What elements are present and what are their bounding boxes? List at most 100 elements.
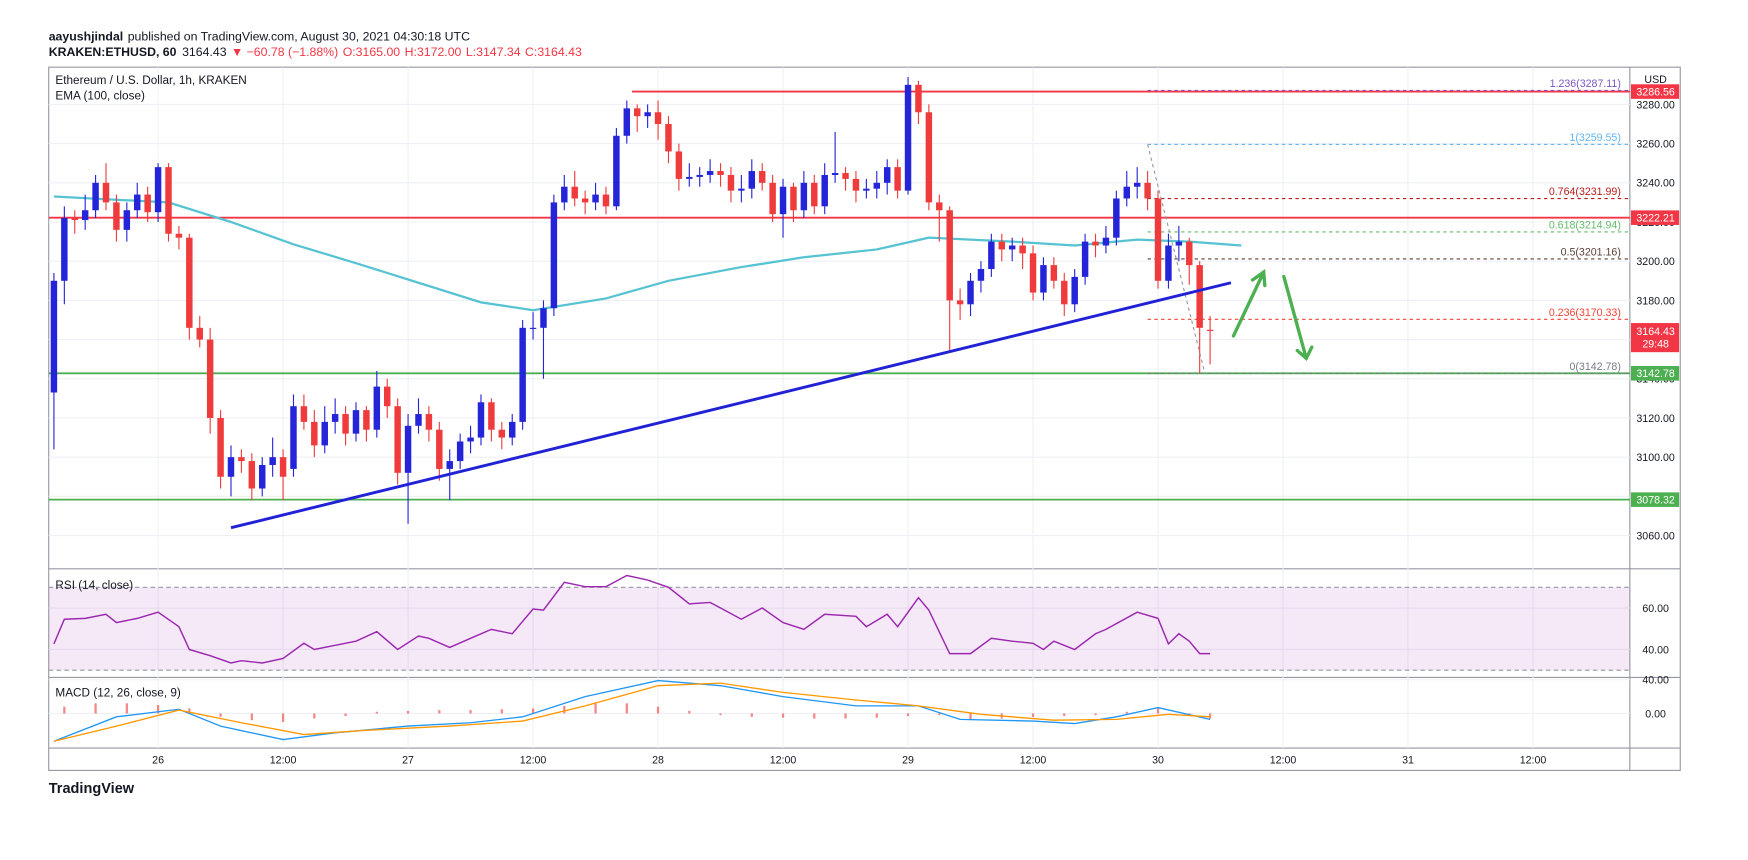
fib-label: 1.236(3287.11) — [1550, 78, 1621, 90]
candle-body — [644, 112, 651, 117]
ohlc: C:3164.43 — [525, 45, 582, 59]
candle-body — [1040, 265, 1047, 293]
candle-body — [790, 186, 797, 211]
macd-histogram-bar — [156, 705, 160, 714]
candle-body — [1196, 265, 1203, 328]
macd-histogram-bar — [906, 713, 910, 716]
y-tick-label: 3200.00 — [1636, 256, 1674, 268]
candle-body — [279, 457, 287, 477]
macd-histogram-bar — [688, 710, 691, 714]
candle-body — [300, 406, 308, 422]
candle-body — [654, 112, 662, 125]
y-tick-label: 40.00 — [1642, 675, 1669, 687]
candle-body — [706, 171, 714, 175]
x-tick-label: 26 — [152, 755, 164, 767]
candle-body — [175, 233, 183, 238]
candle-body — [894, 167, 901, 191]
level-tag-label: 3286.56 — [1636, 86, 1674, 98]
candle-body — [540, 308, 547, 328]
x-tick-label: 30 — [1152, 755, 1164, 767]
candle-body — [571, 186, 578, 199]
macd-histogram-bar — [875, 713, 878, 718]
quote-line: KRAKEN:ETHUSD, 60 3164.43 ▼ −60.78 (−1.88%… — [49, 45, 582, 59]
candle-body — [800, 182, 808, 211]
candle-body — [384, 386, 391, 407]
candle-body — [696, 174, 703, 177]
candle-body — [581, 198, 589, 203]
candle-body — [373, 386, 381, 430]
macd-histogram-bar — [531, 708, 535, 714]
candle-body — [508, 421, 516, 438]
published: published on TradingView.com, August 30,… — [128, 29, 470, 43]
x-tick-label: 27 — [402, 755, 414, 767]
candle-body — [1092, 241, 1099, 246]
macd-histogram-bar — [281, 713, 285, 722]
x-tick-label: 29 — [902, 755, 914, 767]
candle-body — [821, 174, 828, 207]
candle-body — [623, 108, 631, 136]
candle-body — [1154, 198, 1162, 281]
level-tag — [1630, 84, 1680, 99]
macd-histogram-bar — [344, 713, 347, 716]
level-tag-label: 3142.78 — [1636, 368, 1674, 380]
candle-body — [779, 186, 787, 215]
macd-histogram-bar — [969, 713, 972, 721]
macd-histogram-bar — [813, 713, 816, 719]
change: ▼ −60.78 (−1.88%) — [231, 45, 338, 59]
candle-body — [311, 421, 318, 446]
candle-body — [717, 171, 724, 175]
candle-body — [206, 339, 214, 418]
candle-body — [1029, 253, 1037, 293]
candle-body — [1008, 245, 1016, 250]
candle-body — [456, 441, 464, 462]
candle-body — [873, 182, 881, 189]
candle-body — [196, 327, 203, 340]
fib-label: 0.764(3231.99) — [1549, 186, 1621, 198]
candle-body — [977, 269, 985, 281]
candle-body — [1206, 329, 1214, 331]
candle-body — [811, 182, 818, 207]
price-pane — [48, 76, 1630, 530]
candle-body — [519, 327, 526, 422]
macd-histogram-bar — [594, 703, 597, 714]
candle-body — [602, 194, 610, 207]
candle-body — [498, 429, 506, 438]
macd-histogram-bar — [938, 713, 941, 716]
candle-body — [1175, 241, 1183, 246]
macd-histogram-bar — [625, 703, 628, 714]
y-tick-label: 3280.00 — [1636, 99, 1674, 111]
candle-body — [1186, 241, 1193, 266]
candle-body — [883, 167, 891, 183]
candle-body — [1133, 182, 1141, 187]
symbol: KRAKEN:ETHUSD, 60 — [49, 45, 177, 59]
macd-histogram-bar — [1208, 713, 1212, 719]
candle-body — [936, 202, 943, 211]
ohlc: O:3165.00 — [343, 45, 401, 59]
chart-title: Ethereum / U.S. Dollar, 1h, KRAKEN — [55, 74, 246, 87]
macd-histogram-bar — [1156, 708, 1160, 714]
candle-body — [92, 182, 99, 211]
candle-body — [154, 167, 162, 213]
candle-body — [925, 112, 933, 203]
macd-histogram-bar — [438, 710, 441, 714]
candle-body — [144, 194, 151, 213]
y-tick-label: 3260.00 — [1636, 139, 1674, 151]
macd-histogram-bar — [219, 713, 222, 717]
ohlc: L:3147.34 — [466, 45, 521, 59]
macd-histogram-bar — [406, 710, 410, 714]
macd-histogram-bar — [375, 711, 378, 714]
candle-body — [186, 237, 193, 328]
candle-body — [1113, 198, 1120, 238]
candle-body — [1123, 186, 1130, 199]
macd-histogram-bar — [719, 713, 722, 716]
candle-body — [102, 182, 110, 203]
candle-body — [61, 218, 68, 281]
fib-label: 1(3259.55) — [1569, 132, 1620, 144]
candle-body — [123, 210, 131, 230]
fib-label: 0.618(3214.94) — [1549, 220, 1621, 232]
candle-body — [217, 417, 224, 477]
candle-body — [165, 167, 172, 234]
candle-body — [665, 124, 672, 152]
candle-body — [1071, 276, 1078, 305]
candle-body — [998, 241, 1006, 250]
